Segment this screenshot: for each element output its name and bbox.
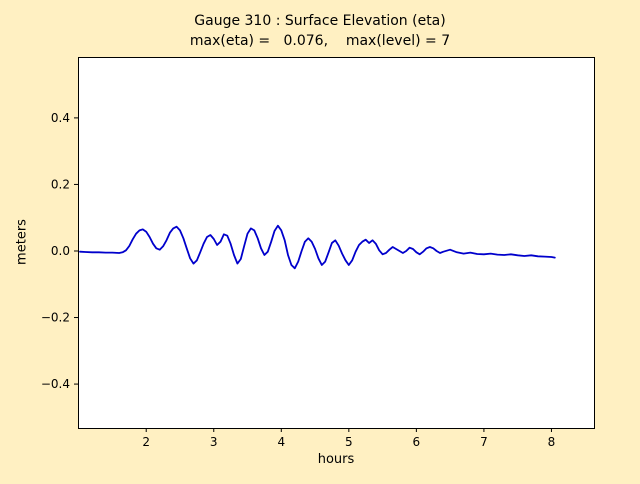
y-tick-label: 0.4	[51, 111, 70, 125]
x-axis-label: hours	[317, 452, 355, 467]
x-tick-label: 8	[548, 435, 556, 449]
x-tick-label: 3	[210, 435, 218, 449]
x-tick-label: 2	[142, 435, 150, 449]
chart-title: Gauge 310 : Surface Elevation (eta)	[194, 13, 446, 29]
x-tick-label: 7	[480, 435, 488, 449]
chart-subtitle: max(eta) = 0.076, max(level) = 7	[189, 33, 451, 49]
y-axis-label: meters	[14, 219, 30, 265]
x-tick-label: 6	[413, 435, 421, 449]
x-tick-label: 5	[345, 435, 353, 449]
y-tick-label: −0.2	[41, 311, 70, 325]
y-tick-label: 0.2	[51, 177, 70, 191]
x-tick-label: 4	[277, 435, 285, 449]
y-tick-label: 0.0	[51, 244, 70, 258]
eta-line-series	[79, 224, 556, 270]
y-tick-label: −0.4	[41, 377, 70, 391]
